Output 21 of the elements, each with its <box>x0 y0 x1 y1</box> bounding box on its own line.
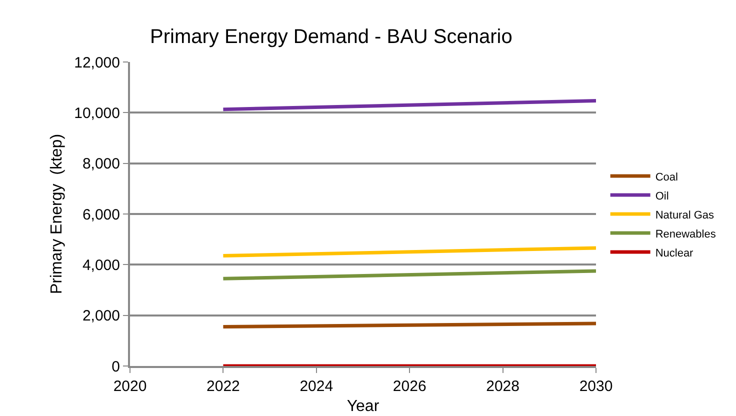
legend-label: Renewables <box>655 228 716 240</box>
legend-label: Oil <box>655 190 669 202</box>
y-tick-label: 4,000 <box>82 256 120 274</box>
y-tick-label: 6,000 <box>82 206 120 224</box>
y-tick-label: 8,000 <box>82 156 120 173</box>
x-tick-label: 2024 <box>300 378 334 395</box>
y-tick-label: 2,000 <box>82 308 120 325</box>
legend-label: Nuclear <box>655 247 694 260</box>
chart-title: Primary Energy Demand - BAU Scenario <box>150 26 512 48</box>
x-tick-label: 2026 <box>392 378 426 395</box>
legend-label: Coal <box>655 171 678 184</box>
y-tick-label: 10,000 <box>74 104 120 122</box>
y-tick-label: 0 <box>112 358 120 376</box>
x-tick-label: 2020 <box>113 378 147 395</box>
x-tick-label: 2022 <box>206 378 240 395</box>
y-axis-title: Primary Energy (ktep) <box>48 134 66 294</box>
x-tick-label: 2030 <box>579 378 613 395</box>
x-axis-title: Year <box>346 398 380 416</box>
y-tick-label: 12,000 <box>74 54 120 72</box>
x-tick-label: 2028 <box>486 378 520 395</box>
legend-label: Natural Gas <box>655 209 715 222</box>
